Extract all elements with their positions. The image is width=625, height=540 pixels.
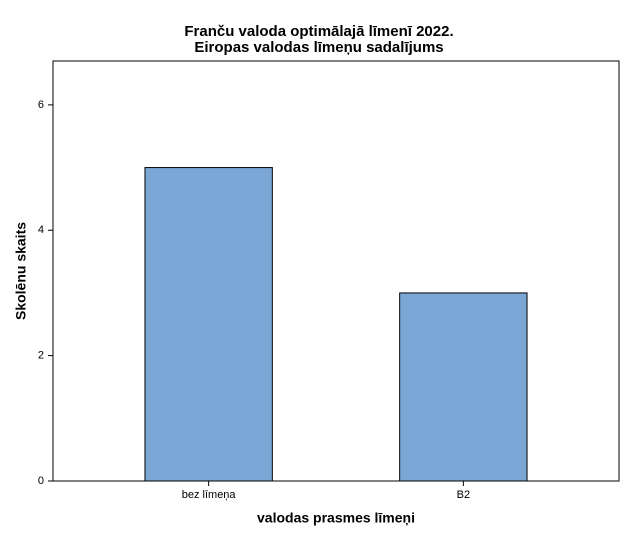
plot-frame [52, 60, 620, 482]
y-tick-label: 4 [38, 224, 44, 236]
chart-title: Franču valoda optimālajā līmenī 2022. [184, 23, 453, 40]
x-axis-title: valodas prasmes līmeņi [257, 510, 415, 526]
chart-subtitle: Eiropas valodas līmeņu sadalījums [194, 39, 443, 56]
x-tick-label: bez līmeņa [182, 489, 237, 501]
y-tick-label: 2 [38, 350, 44, 362]
bar [399, 292, 528, 482]
bar [144, 167, 273, 482]
y-axis-title: Skolēnu skaits [13, 222, 29, 320]
x-tick-label: B2 [457, 489, 470, 501]
y-tick-label: 0 [38, 475, 44, 487]
y-tick-label: 6 [38, 99, 44, 111]
